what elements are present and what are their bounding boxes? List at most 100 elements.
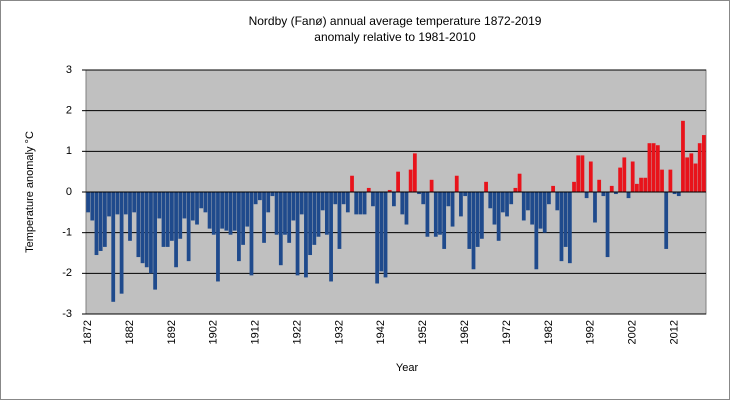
bar: [459, 192, 463, 217]
bar: [681, 120, 685, 192]
bar: [634, 183, 639, 192]
bar: [438, 192, 442, 235]
bar: [316, 192, 321, 237]
bar: [601, 192, 606, 197]
bar: [320, 192, 325, 211]
bar: [618, 167, 623, 192]
bar: [119, 192, 124, 294]
bar: [274, 192, 279, 235]
chart-subtitle: anomaly relative to 1981-2010: [314, 30, 476, 44]
bar: [387, 189, 392, 192]
bar: [128, 192, 132, 241]
bar: [563, 192, 568, 247]
bar: [383, 192, 388, 278]
bar: [622, 157, 627, 192]
bar: [86, 192, 90, 213]
y-tick-label: -2: [62, 267, 72, 279]
bar: [417, 192, 421, 195]
bar: [505, 192, 509, 217]
bar: [463, 192, 468, 197]
bar: [526, 192, 530, 211]
bar: [693, 163, 698, 192]
bar: [207, 192, 212, 229]
bar: [287, 192, 292, 243]
bar: [584, 192, 589, 199]
y-tick-label: -1: [62, 227, 72, 239]
bar: [408, 169, 413, 192]
bar: [702, 135, 706, 192]
bar: [500, 192, 505, 213]
bar: [345, 192, 350, 213]
bar: [689, 153, 694, 192]
bar: [295, 192, 300, 276]
bar: [651, 143, 656, 192]
bar: [576, 155, 581, 192]
bar: [605, 192, 610, 258]
bar: [450, 192, 455, 227]
bar: [538, 192, 543, 229]
bar: [308, 192, 313, 256]
bar: [593, 192, 597, 223]
bar: [572, 181, 576, 192]
bar: [509, 192, 514, 205]
bar: [111, 192, 116, 302]
chart-title: Nordby (Fanø) annual average temperature…: [249, 14, 542, 28]
bar: [199, 192, 204, 209]
x-tick-label: 1872: [82, 320, 94, 344]
bar: [392, 192, 396, 207]
bar: [672, 192, 677, 195]
bar: [224, 192, 229, 231]
bar: [262, 192, 266, 243]
bar: [123, 192, 128, 215]
bar: [676, 192, 681, 197]
bar: [626, 192, 631, 199]
bar: [467, 192, 472, 249]
bar: [446, 192, 451, 207]
bar: [283, 192, 287, 235]
bar: [697, 143, 702, 192]
bar: [404, 192, 409, 225]
bar: [153, 192, 158, 290]
bar: [588, 161, 593, 192]
bar: [324, 192, 329, 235]
bar: [475, 192, 480, 247]
bar: [609, 185, 614, 192]
bar: [484, 181, 488, 192]
bar: [182, 192, 187, 219]
bar: [580, 155, 585, 192]
bar: [115, 192, 120, 215]
bar: [433, 192, 438, 237]
bar: [203, 192, 208, 213]
bar: [178, 192, 183, 239]
bar: [98, 192, 103, 251]
bar: [149, 192, 153, 274]
bar: [140, 192, 145, 264]
bar: [333, 192, 338, 205]
bar: [190, 192, 195, 221]
y-tick-label: 1: [66, 145, 72, 157]
bar: [157, 192, 162, 219]
bar: [442, 192, 447, 249]
bar: [312, 192, 317, 245]
bar: [412, 153, 417, 192]
y-tick-label: -3: [62, 308, 72, 320]
bar: [90, 192, 95, 221]
bar: [220, 192, 225, 229]
bar: [169, 192, 174, 241]
bar: [379, 192, 384, 272]
x-tick-label: 1882: [124, 320, 136, 344]
bar: [337, 192, 342, 249]
bar: [488, 192, 493, 209]
bar: [421, 192, 426, 205]
x-tick-label: 2002: [627, 320, 639, 344]
bar: [400, 192, 405, 215]
bar: [102, 192, 107, 247]
bar: [530, 192, 535, 225]
bar: [341, 192, 346, 205]
x-tick-label: 1952: [417, 320, 429, 344]
x-tick-label: 1892: [166, 320, 178, 344]
bar: [132, 192, 137, 213]
bar: [492, 192, 497, 225]
x-tick-label: 1932: [333, 320, 345, 344]
